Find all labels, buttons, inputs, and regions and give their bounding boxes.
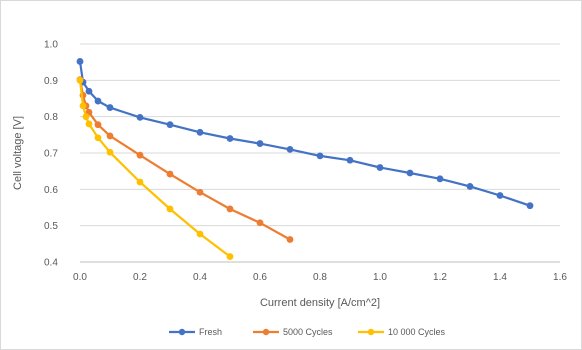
data-point [196,128,204,136]
series-line [78,61,531,207]
data-point [466,183,474,190]
x-tick-label: 0.6 [253,272,267,283]
data-point [406,169,414,177]
data-point [136,151,144,159]
legend-swatch-marker [367,328,375,336]
data-point [376,164,384,171]
x-tick-label: 0.4 [193,272,207,283]
x-tick-label: 1.4 [493,272,507,283]
legend-item: 5000 Cycles [253,327,333,337]
data-point [256,219,264,227]
data-point [106,104,114,111]
legend-label: Fresh [199,327,222,337]
data-point [196,188,204,196]
data-point [526,202,534,210]
data-point [106,132,114,140]
data-point [94,134,102,142]
data-point [106,148,114,156]
data-point [136,178,144,186]
x-tick-label: 0.8 [313,272,327,283]
data-point [76,76,84,84]
data-point [136,113,144,121]
data-point [196,230,204,238]
data-point [346,156,354,164]
data-point [226,253,234,260]
legend-label: 5000 Cycles [283,327,333,337]
axes: 0.4 0.5 0.6 0.7 0.8 0.9 1.0 0.0 0.2 0.4 0.6 0.8 1.0 1… [44,40,567,284]
data-point [94,97,102,105]
data-point [286,145,294,153]
data-point [166,205,174,213]
data-point [76,58,84,65]
series-line [78,80,231,258]
data-point [85,87,93,95]
legend-item: 10 000 Cycles [358,327,446,337]
y-tick-label: 1.0 [44,40,58,51]
data-point [82,113,90,121]
series-2 [76,76,294,243]
y-tick-label: 0.9 [44,76,58,87]
series-3 [76,76,234,260]
y-tick-label: 0.8 [44,112,58,123]
data-point [436,175,444,183]
data-point [94,121,102,129]
series-layer [76,58,534,260]
data-point [286,236,294,243]
data-point [79,102,87,110]
x-tick-label: 0.2 [133,272,147,283]
legend-swatch-marker [262,328,270,336]
legend-label: 10 000 Cycles [388,327,446,337]
y-axis-title: Cell voltage [V] [12,116,24,190]
x-tick-label: 1.0 [373,272,387,283]
y-tick-label: 0.5 [44,221,58,232]
series-line [78,79,291,241]
data-point [85,120,93,128]
x-tick-label: 1.2 [433,272,447,283]
gridlines [80,43,560,263]
x-axis-title: Current density [A/cm^2] [260,297,380,309]
legend-swatch-marker [178,328,186,336]
data-point [226,205,234,213]
y-tick-label: 0.4 [44,258,58,269]
y-tick-label: 0.6 [44,185,58,196]
data-point [226,135,234,142]
x-tick-label: 0.0 [73,272,87,283]
legend: Fresh 5000 Cycles 10 000 Cycles [169,327,446,337]
data-point [166,170,174,178]
x-tick-label: 1.6 [553,272,567,283]
data-point [316,152,324,160]
data-point [166,121,174,129]
data-point [256,140,264,147]
y-tick-label: 0.7 [44,149,58,160]
legend-item: Fresh [169,327,222,337]
data-point [496,192,504,199]
